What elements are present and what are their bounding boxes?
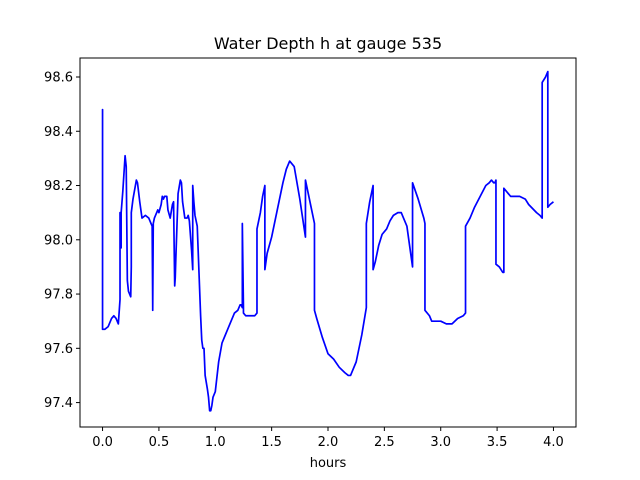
y-tick-label: 98.2	[44, 179, 73, 194]
x-tick-label: 1.5	[261, 435, 282, 450]
x-tick-label: 0.0	[92, 435, 113, 450]
x-tick-label: 4.0	[543, 435, 564, 450]
x-tick-label: 0.5	[149, 435, 170, 450]
x-axis-label: hours	[310, 456, 347, 471]
x-tick-label: 2.5	[374, 435, 395, 450]
y-tick-label: 98.0	[44, 233, 73, 248]
x-tick-label: 3.5	[487, 435, 508, 450]
x-tick-label: 2.0	[318, 435, 339, 450]
plot-area	[79, 57, 577, 428]
chart-title: Water Depth h at gauge 535	[214, 34, 442, 53]
y-tick-label: 98.6	[44, 70, 73, 85]
y-tick-label: 97.8	[44, 288, 73, 303]
x-axis: 0.0 0.5 1.0 1.5 2.0 2.5 3.0 3.5 4.0	[92, 427, 564, 450]
axes-frame	[79, 57, 577, 428]
x-tick-label: 3.0	[430, 435, 451, 450]
y-axis: 97.4 97.6 97.8 98.0 98.2 98.4 98.6	[44, 70, 80, 411]
series-line	[101, 70, 554, 412]
y-tick-label: 98.4	[44, 125, 73, 140]
y-tick-label: 97.6	[44, 342, 73, 357]
x-tick-label: 1.0	[205, 435, 226, 450]
y-tick-label: 97.4	[44, 396, 73, 411]
